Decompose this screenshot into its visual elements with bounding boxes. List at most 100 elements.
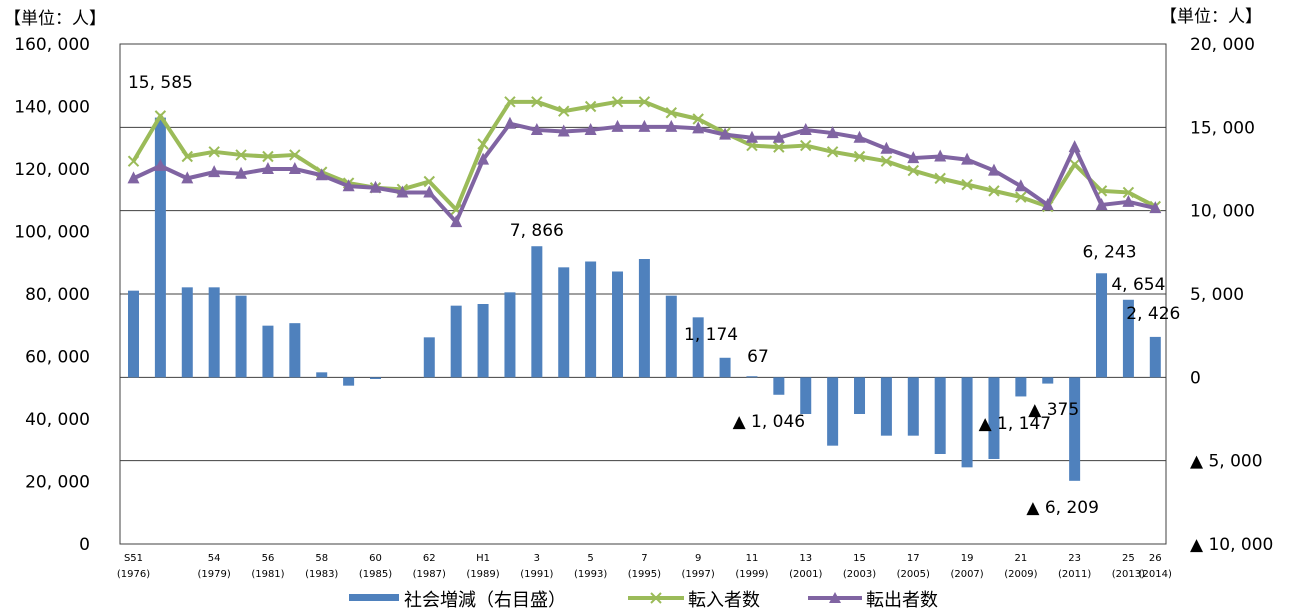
outflow-point [450,215,463,228]
x-tick-year: 25 [1122,553,1135,564]
x-tick-western-year: (1979) [198,569,231,580]
bar-55 [235,295,247,378]
outflow-point [692,121,705,134]
data-label-11: 67 [747,347,769,367]
bar-63 [450,305,462,378]
right-unit-label: 【単位：人】 [1160,7,1262,27]
x-tick-western-year: (1991) [520,569,553,580]
outflow-point [477,152,490,165]
inflow-point [934,172,946,185]
outflow-point [880,141,893,154]
inflow-point [208,146,220,158]
bar-5 [585,261,597,378]
bar-3 [531,246,543,378]
left-tick-label: 20, 000 [25,473,90,493]
inflow-point [154,110,167,122]
x-tick-western-year: (1987) [413,569,446,580]
outflow-point [961,152,974,165]
left-tick-label: 80, 000 [25,285,90,305]
x-tick-year: 13 [799,553,812,564]
x-tick-year: 54 [208,553,221,564]
outflow-point [315,168,328,181]
bar-26 [1149,336,1161,378]
inflow-point [127,155,140,167]
bar-62 [423,337,435,378]
bar-20 [988,377,1000,459]
x-tick-year: 21 [1014,553,1027,564]
inflow-point [907,164,920,177]
left-tick-label: 120, 000 [14,160,90,180]
data-label-25: 4, 654 [1111,275,1165,295]
x-tick-year: 9 [695,553,701,564]
bar-16 [880,377,892,436]
inflow-point [638,96,651,108]
bar-7 [638,259,650,378]
legend-marker-outflow [829,592,841,603]
inflow-point [692,113,704,125]
inflow-point [531,96,543,108]
inflow-point [826,146,839,158]
outflow-line [132,121,1156,225]
data-label-12: ▲ 1, 046 [733,412,806,432]
outflow-point [826,126,839,139]
left-tick-label: 0 [79,535,90,555]
outflow-point [288,162,301,174]
x-tick-year: 5 [587,553,593,564]
outflow-point [934,149,947,162]
outflow-point [181,171,194,184]
bar-18 [934,377,946,454]
inflow-line [131,99,1157,212]
outflow-point [1149,201,1162,214]
inflow-point [477,138,489,150]
left-tick-label: 60, 000 [25,348,90,368]
inflow-point [504,96,516,108]
bar-59 [343,377,355,386]
x-tick-western-year: (2005) [897,569,930,580]
right-tick-label: 20, 000 [1190,35,1255,55]
bar-2 [504,292,516,378]
right-tick-label: ▲ 10, 000 [1190,535,1273,555]
x-tick-year: 11 [746,553,759,564]
right-axis: ▲ 10, 000 ▲ 5, 000 0 5, 000 10, 000 15, 000 20… [1190,35,1273,555]
bar-52 [154,117,166,378]
bar-11 [746,376,758,378]
x-tick-year: H1 [476,553,490,564]
left-tick-label: 140, 000 [14,98,90,118]
bar-4 [558,267,570,378]
bar-58 [316,372,328,378]
outflow-point [665,119,678,132]
inflow-point [1068,158,1081,171]
bar-19 [961,377,973,468]
inflow-point [584,100,597,113]
inflow-point [558,105,570,117]
legend-swatch-bar [349,594,399,601]
x-tick-western-year: (1993) [574,569,607,580]
outflow-point [423,185,436,198]
x-tick-western-year: (1995) [628,569,661,580]
inflow-point [1015,191,1027,203]
bar-24 [1096,273,1108,378]
x-tick-year: 56 [262,553,275,564]
inflow-point [289,149,301,161]
legend-label-social-change: 社会増減（右目盛） [404,590,566,611]
bar-10 [719,357,731,378]
data-label-52: 15, 585 [128,73,193,93]
x-tick-western-year: (2001) [789,569,822,580]
data-label-21: ▲ 1, 147 [979,414,1052,434]
left-axis: 0 20, 000 40, 000 60, 000 80, 000 100, 000 120… [14,35,90,555]
data-label-24: 6, 243 [1082,242,1136,262]
bar-21 [1015,377,1027,397]
bar-S51 [128,290,139,378]
outflow-point [907,151,920,164]
outflow-point [396,185,409,198]
right-tick-label: 15, 000 [1190,118,1255,138]
bar-9 [692,317,704,378]
outflow-point [584,122,597,135]
right-tick-label: 10, 000 [1190,202,1255,222]
x-tick-year: 3 [534,553,540,564]
outflow-point [154,158,167,171]
bar-22 [1042,377,1054,384]
bar-8 [665,295,677,378]
left-tick-label: 160, 000 [14,35,90,55]
